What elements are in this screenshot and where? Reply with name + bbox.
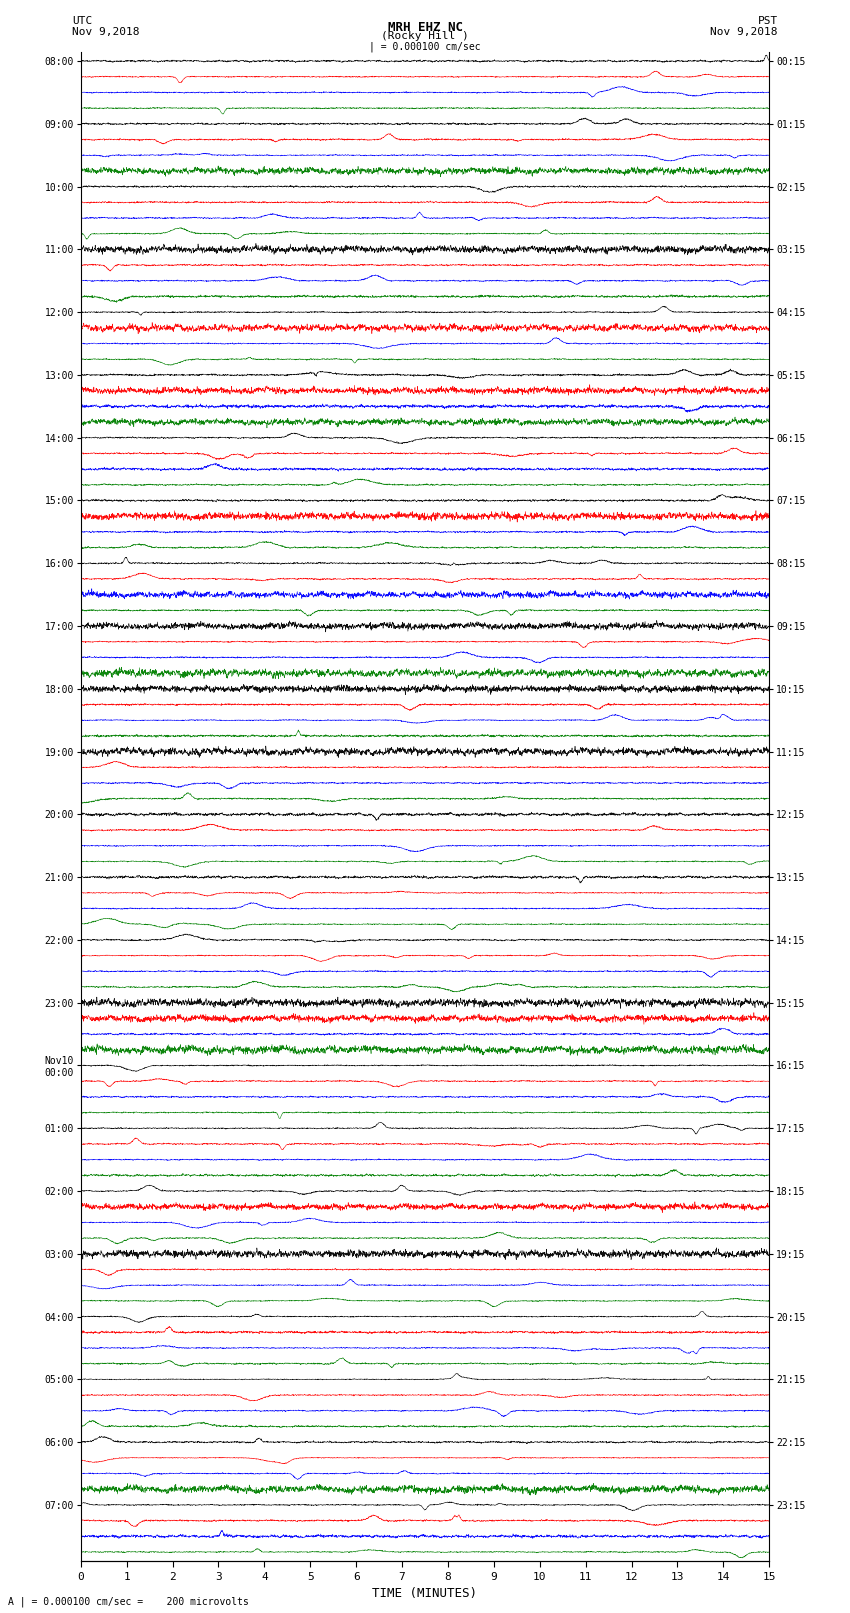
Text: MRH EHZ NC: MRH EHZ NC [388,21,462,34]
Text: Nov 9,2018: Nov 9,2018 [72,27,139,37]
Text: Nov 9,2018: Nov 9,2018 [711,27,778,37]
Text: PST: PST [757,16,778,26]
Text: UTC: UTC [72,16,93,26]
Text: (Rocky Hill ): (Rocky Hill ) [381,31,469,40]
Text: | = 0.000100 cm/sec: | = 0.000100 cm/sec [369,42,481,53]
X-axis label: TIME (MINUTES): TIME (MINUTES) [372,1587,478,1600]
Text: A | = 0.000100 cm/sec =    200 microvolts: A | = 0.000100 cm/sec = 200 microvolts [8,1595,249,1607]
